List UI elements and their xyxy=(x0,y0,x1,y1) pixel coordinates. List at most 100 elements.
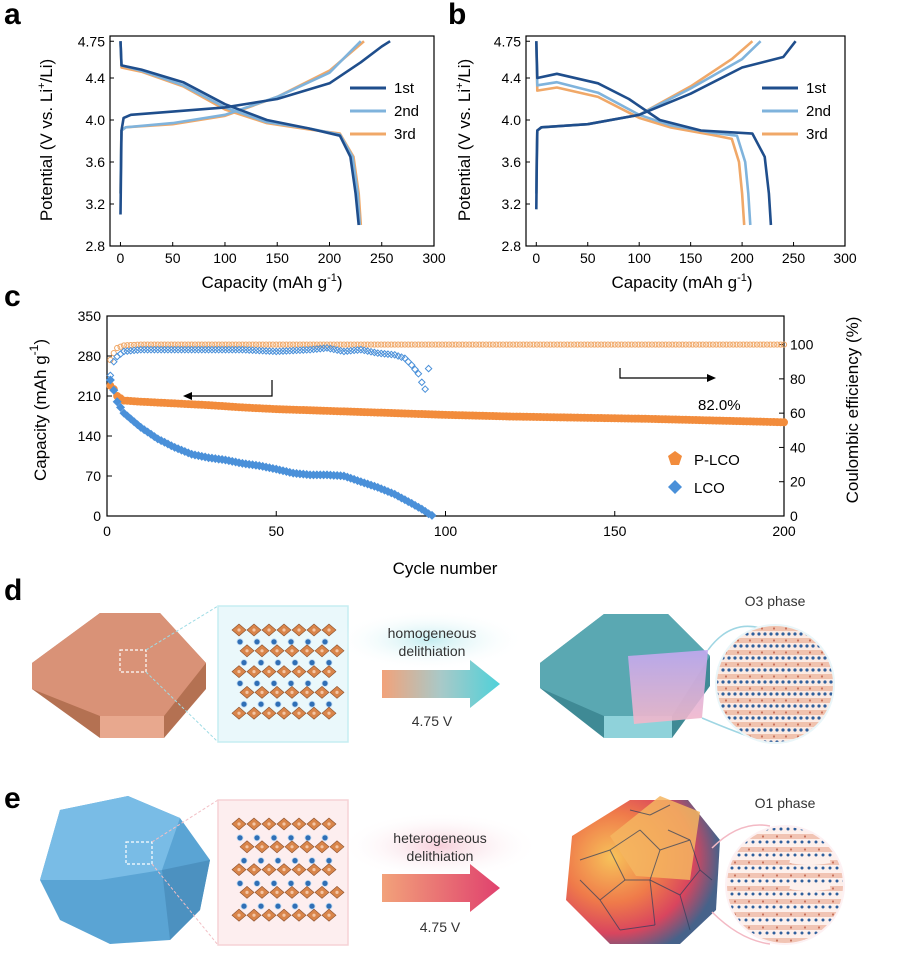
cobalt-atom xyxy=(282,628,286,632)
chart-c-plco-efficiency-point xyxy=(719,341,727,348)
crack-network xyxy=(579,804,713,931)
cobalt-atom xyxy=(267,822,271,826)
zoom-box-d xyxy=(119,649,147,673)
cobalt-atom xyxy=(275,845,279,849)
chart-c-lco-capacity-point xyxy=(109,385,119,395)
chart-c-plco-efficiency-point xyxy=(672,341,679,348)
cobalt-atom xyxy=(275,890,279,895)
chart-a-ylabel-end: /Li) xyxy=(37,59,56,83)
chart-c-plco-efficiency-point xyxy=(560,341,568,348)
cobalt-atom xyxy=(327,711,331,715)
cobalt-atom xyxy=(327,670,331,674)
chart-c-plco-efficiency-point xyxy=(367,341,375,348)
chart-a-xlabel-sup: -1 xyxy=(327,272,337,284)
chart-c-lco-efficiency-point xyxy=(397,353,406,362)
chart-c-plco-efficiency-point xyxy=(696,341,703,348)
chart-c-plco-efficiency-point xyxy=(608,341,615,348)
chart-c-plco-efficiency-point xyxy=(713,341,720,348)
chart-c-plco-efficiency-point xyxy=(540,341,547,348)
chart-c-plco-efficiency-point xyxy=(747,341,754,348)
chart-c-plco-efficiency-point xyxy=(405,341,412,348)
lithium-atom xyxy=(274,857,282,864)
cobalt-atom xyxy=(267,711,271,715)
lithium-atom xyxy=(253,834,261,842)
phase-circle-e xyxy=(727,827,843,943)
phase-pattern-d xyxy=(717,626,833,742)
chart-c-lco-capacity-point xyxy=(112,397,122,407)
chart-c-plco-efficiency-point xyxy=(432,341,439,348)
chart-c-lco-efficiency-point xyxy=(316,344,325,353)
chart-c-plco-efficiency-point xyxy=(381,341,388,348)
cobalt-atom xyxy=(245,845,249,849)
lithium-atom xyxy=(287,638,295,646)
chart-c-plco-efficiency-point xyxy=(743,341,750,348)
chart-b-xtick-label: 0 xyxy=(532,250,540,266)
crystal-structure-d xyxy=(231,623,345,720)
chart-c-plco-efficiency-point xyxy=(411,341,419,348)
phase-link-e-2 xyxy=(711,911,771,945)
chart-c-lco-capacity-point xyxy=(116,402,126,412)
chart-c-lco-efficiency-point xyxy=(417,378,426,387)
diagram-d: homogeneous delithiation 4.75 V O3 phase xyxy=(32,593,835,744)
cobalt-atom xyxy=(252,913,256,917)
lithium-atom xyxy=(304,680,312,687)
chart-c-lco-efficiency-point xyxy=(221,345,230,354)
chart-b-ytick-label: 4.0 xyxy=(502,112,522,128)
chart-a-series-1st-charge xyxy=(119,40,391,215)
chart-c-plco-efficiency-point xyxy=(763,341,771,348)
chart-c-lco-efficiency-point xyxy=(282,347,291,355)
chart-c-plco-efficiency-point xyxy=(780,341,788,348)
crack xyxy=(609,829,641,851)
cobalt-atom xyxy=(312,628,316,632)
chart-c-ytick-label: 280 xyxy=(78,348,102,364)
chart-c-plco-efficiency-point xyxy=(554,341,561,348)
chart-c-plco-efficiency-point xyxy=(418,341,425,348)
chart-c-lco-efficiency-point xyxy=(140,345,149,354)
lithium-atom xyxy=(240,659,248,666)
glow-d xyxy=(335,610,525,670)
chart-b-xlabel: Capacity (mAh g-1) xyxy=(611,272,752,292)
chart-c-lco-efficiency-point xyxy=(126,346,135,355)
chart-c-lco-efficiency-point xyxy=(241,345,250,354)
lithium-atom xyxy=(257,659,265,666)
cobalt-atom xyxy=(267,628,271,632)
chart-c-lco-efficiency-point xyxy=(150,345,159,354)
chart-c-plco-efficiency-point xyxy=(462,341,469,348)
zoom-line-d-2 xyxy=(145,671,219,743)
cobalt-atom xyxy=(252,822,256,826)
chart-c-plco-efficiency-point xyxy=(374,341,381,348)
arrow-e-voltage: 4.75 V xyxy=(420,919,461,935)
chart-c-y2tick-label: 40 xyxy=(790,439,806,455)
lithium-atom xyxy=(308,902,316,910)
lithium-atom xyxy=(240,700,248,708)
cobalt-atom xyxy=(260,890,264,895)
chart-c-lco-efficiency-point xyxy=(201,345,210,354)
chart-b-frame xyxy=(525,35,846,247)
chart-a-legend-label: 2nd xyxy=(394,103,419,120)
chart-c-plco-efficiency-point xyxy=(327,341,334,348)
chart-b: 0 50 100 150 200 250 300 2.8 3.2 3.6 4.0 4.4 4.75 1st… xyxy=(454,33,857,292)
chart-c-lco-efficiency-point xyxy=(299,346,308,354)
chart-c-plco-efficiency-point xyxy=(313,341,320,348)
lithium-atom xyxy=(270,638,278,646)
chart-c-lco-efficiency-point xyxy=(312,345,321,353)
chart-c-plco-efficiency-point xyxy=(652,341,659,348)
arrow-e xyxy=(382,864,500,912)
chart-c-plco-efficiency-point xyxy=(598,341,605,348)
chart-c-plot-area: 0 50 100 150 200070140210280350020406080100P… xyxy=(78,308,814,539)
glow-e xyxy=(340,812,540,880)
cobalt-atom xyxy=(297,670,301,674)
chart-c-plco-efficiency-point xyxy=(371,341,378,348)
chart-c-lco-efficiency-point xyxy=(235,345,243,354)
cobalt-atom xyxy=(335,890,339,895)
chart-c-lco-efficiency-point xyxy=(123,347,132,355)
chart-c-lco-efficiency-point xyxy=(167,345,176,354)
lithium-atom xyxy=(325,857,333,864)
chart-c-lco-efficiency-point xyxy=(279,347,287,355)
chart-c-plco-efficiency-point xyxy=(550,341,557,348)
cobalt-atom xyxy=(252,868,256,872)
chart-c-plco-efficiency-point xyxy=(310,341,317,348)
chart-c-xtick-label: 100 xyxy=(434,523,458,539)
chart-b-ytick-label: 4.4 xyxy=(502,70,522,86)
chart-c-plco-efficiency-point xyxy=(740,341,747,348)
